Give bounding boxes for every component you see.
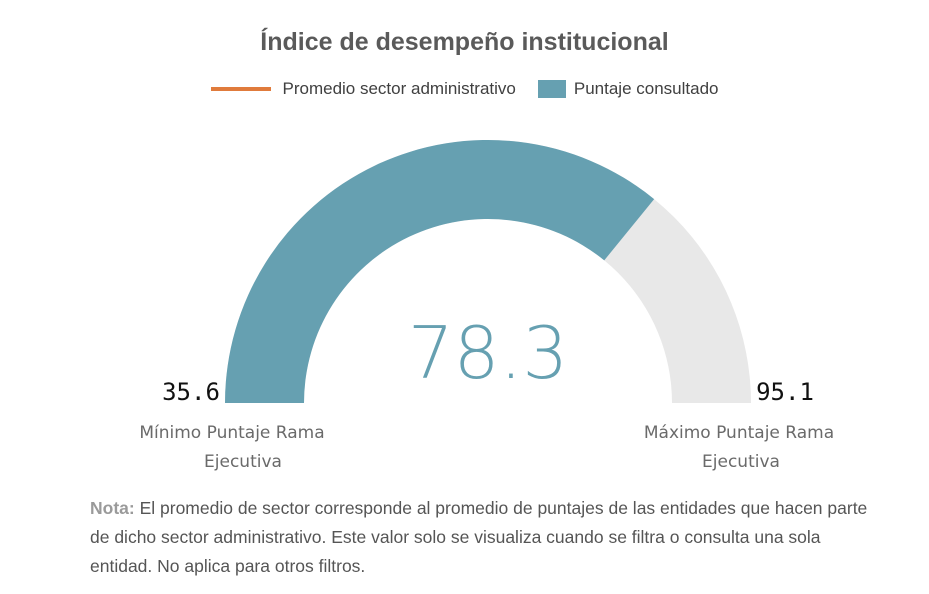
- legend-label-average: Promedio sector administrativo: [282, 79, 516, 98]
- legend-box-marker: [537, 80, 566, 98]
- gauge-value-arc[interactable]: [225, 140, 655, 403]
- legend-line-marker: [210, 87, 271, 91]
- gauge-max-label: 95.1: [756, 378, 814, 406]
- legend-item-score[interactable]: Puntaje consultado: [537, 79, 719, 99]
- gauge-max-caption-line1: Máximo Puntaje Rama: [644, 423, 834, 443]
- gauge-max-caption-line2: Ejecutiva: [702, 452, 780, 472]
- gauge-min-caption-line1: Mínimo Puntaje Rama: [139, 423, 324, 443]
- gauge-min-label: 35.6: [162, 378, 220, 406]
- gauge-min-caption-line2: Ejecutiva: [204, 452, 282, 472]
- footnote-text: El promedio de sector corresponde al pro…: [90, 498, 868, 576]
- footnote-label: Nota:: [90, 498, 135, 518]
- legend-item-average[interactable]: Promedio sector administrativo: [210, 79, 516, 99]
- legend-label-score: Puntaje consultado: [573, 79, 719, 98]
- footnote: Nota: El promedio de sector corresponde …: [90, 494, 880, 581]
- chart-title: Índice de desempeño institucional: [260, 28, 669, 56]
- chart-legend: Promedio sector administrativo Puntaje c…: [0, 79, 929, 99]
- gauge-value-label: 78.3: [408, 311, 568, 395]
